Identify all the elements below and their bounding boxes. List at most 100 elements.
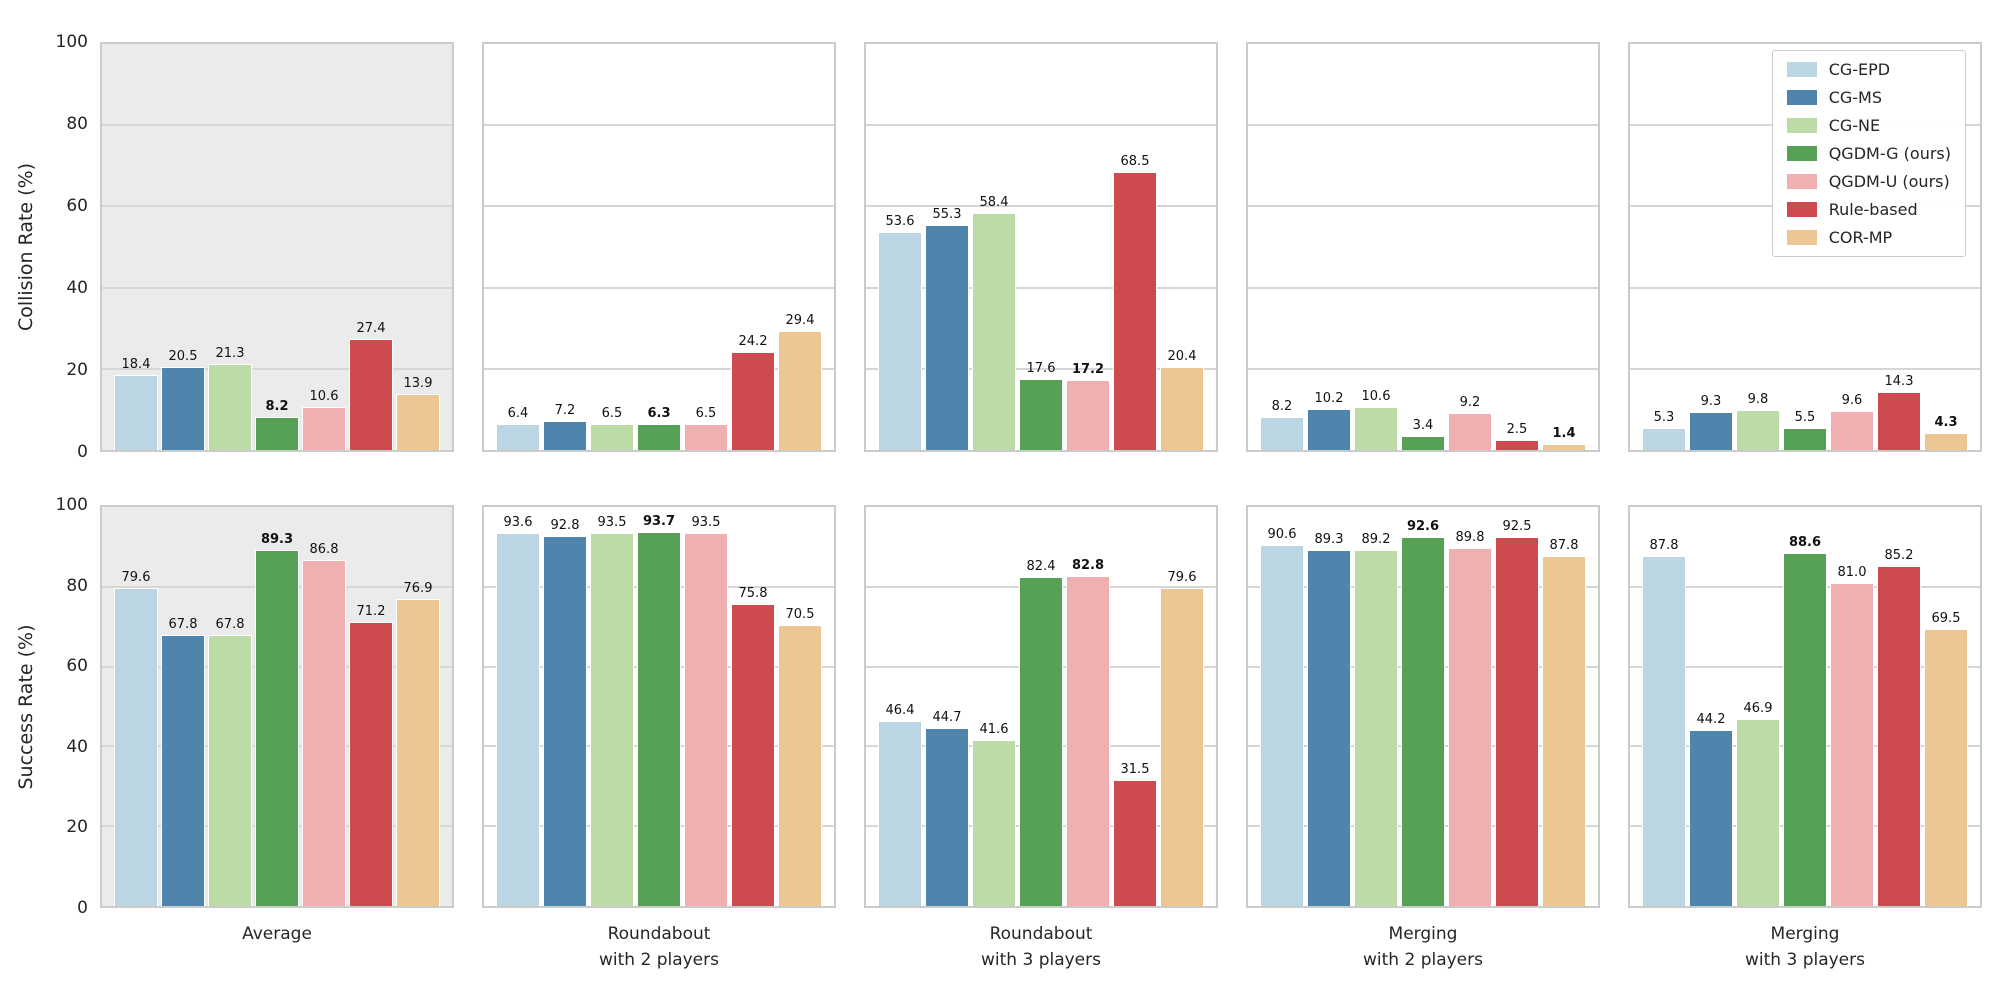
bar-qgdm-u-ours — [1448, 547, 1492, 906]
bar-slot-cg-ne: 89.2 — [1354, 507, 1398, 906]
panel-roundabout-with-2-players: 93.6 92.8 93.5 93.7 93.5 75.8 70.5 — [482, 505, 836, 908]
bar-cor-mp — [1924, 628, 1968, 906]
bar-rule-based — [1113, 780, 1157, 906]
bar-value-label: 1.4 — [1552, 426, 1576, 442]
bar-slot-qgdm-u-ours: 82.8 — [1066, 507, 1110, 906]
y-tick-label: 40 — [66, 736, 88, 757]
panel-average: 18.4 20.5 21.3 8.2 10.6 27.4 13.9 — [100, 42, 454, 452]
bar-slot-cg-ms: 92.8 — [543, 507, 587, 906]
bar-cg-ne — [1736, 410, 1780, 450]
bar-value-label: 10.6 — [1361, 388, 1391, 404]
bar-slot-cg-ms: 10.2 — [1307, 44, 1351, 450]
bar-qgdm-g-ours — [1019, 378, 1063, 450]
bar-value-label: 79.6 — [121, 570, 151, 586]
bar-value-label: 2.5 — [1506, 421, 1528, 437]
bar-cor-mp — [1542, 444, 1586, 450]
bar-value-label: 9.2 — [1459, 394, 1481, 410]
y-tick-label: 60 — [66, 656, 88, 677]
bar-cg-ms — [1689, 729, 1733, 906]
bar-qgdm-g-ours — [1401, 536, 1445, 906]
panel-merging-with-2-players: 8.2 10.2 10.6 3.4 9.2 2.5 1.4 — [1246, 42, 1600, 452]
bar-qgdm-u-ours — [302, 406, 346, 450]
bar-slot-cg-epd: 87.8 — [1642, 507, 1686, 906]
bar-slot-cor-mp: 1.4 — [1542, 44, 1586, 450]
bar-slot-rule-based: 31.5 — [1113, 507, 1157, 906]
bar-slot-cg-epd: 5.3 — [1642, 44, 1686, 450]
bar-slot-cor-mp: 13.9 — [396, 44, 440, 450]
bar-value-label: 44.7 — [932, 709, 962, 725]
bar-value-label: 9.3 — [1700, 394, 1722, 410]
panel-merging-with-3-players: 87.8 44.2 46.9 88.6 81.0 85.2 69.5 — [1628, 505, 1982, 908]
gridline — [484, 286, 834, 289]
bar-cg-ne — [590, 532, 634, 906]
bar-value-label: 93.6 — [503, 514, 533, 530]
bar-rule-based — [1495, 439, 1539, 450]
bar-qgdm-u-ours — [1066, 380, 1110, 450]
bar-value-label: 58.4 — [979, 194, 1009, 210]
bar-qgdm-g-ours — [1783, 552, 1827, 906]
bar-cor-mp — [778, 330, 822, 450]
bar-value-label: 46.4 — [885, 702, 915, 718]
bar-group: 53.6 55.3 58.4 17.6 17.2 68.5 20.4 — [878, 44, 1204, 450]
bar-slot-cg-ne: 41.6 — [972, 507, 1016, 906]
gridline — [102, 367, 452, 370]
bar-slot-cg-epd: 18.4 — [114, 44, 158, 450]
legend-label: CG-MS — [1828, 88, 1883, 107]
x-category-label-merging-with-3-players: Merging with 3 players — [1628, 922, 1982, 973]
bar-slot-cg-ms: 20.5 — [161, 44, 205, 450]
legend-item-rule-based: Rule-based — [1786, 200, 1951, 219]
bar-value-label: 41.6 — [979, 722, 1009, 738]
bar-group: 8.2 10.2 10.6 3.4 9.2 2.5 1.4 — [1260, 44, 1586, 450]
gridline — [866, 124, 1216, 127]
bar-qgdm-u-ours — [1830, 411, 1874, 450]
bar-slot-cg-epd: 79.6 — [114, 507, 158, 906]
bar-value-label: 81.0 — [1837, 564, 1867, 580]
x-category-label-average: Average — [100, 922, 454, 948]
bar-slot-cg-ms: 44.7 — [925, 507, 969, 906]
legend-label: CG-EPD — [1828, 60, 1891, 79]
bar-value-label: 86.8 — [309, 541, 339, 557]
bar-value-label: 13.9 — [403, 375, 433, 391]
bar-value-label: 68.5 — [1120, 153, 1150, 169]
bar-slot-qgdm-u-ours: 10.6 — [302, 44, 346, 450]
bar-cg-ms — [543, 420, 587, 450]
panel-roundabout-with-2-players: 6.4 7.2 6.5 6.3 6.5 24.2 29.4 — [482, 42, 836, 452]
x-category-label-line: Merging — [1388, 924, 1458, 944]
bar-value-label: 87.8 — [1649, 537, 1679, 553]
bar-slot-cg-epd: 53.6 — [878, 44, 922, 450]
bar-value-label: 10.6 — [309, 388, 339, 404]
x-category-label-line: Roundabout — [989, 924, 1093, 944]
y-tick-label: 100 — [55, 32, 88, 52]
bar-slot-cg-ms: 67.8 — [161, 507, 205, 906]
bar-slot-cg-epd: 93.6 — [496, 507, 540, 906]
y-tick-label: 100 — [55, 495, 88, 515]
bar-value-label: 20.5 — [168, 348, 198, 364]
bar-value-label: 17.2 — [1071, 362, 1105, 378]
bar-cg-epd — [1642, 555, 1686, 906]
legend-item-qgdm-g-ours: QGDM-G (ours) — [1786, 144, 1951, 163]
bar-value-label: 4.3 — [1934, 414, 1958, 430]
bar-value-label: 24.2 — [738, 333, 768, 349]
bar-rule-based — [1877, 391, 1921, 450]
gridline — [866, 286, 1216, 289]
bar-value-label: 8.2 — [1271, 398, 1293, 414]
bar-value-label: 17.6 — [1026, 360, 1056, 376]
bar-slot-cg-epd: 46.4 — [878, 507, 922, 906]
legend-label: Rule-based — [1828, 200, 1918, 219]
bar-slot-qgdm-u-ours: 9.2 — [1448, 44, 1492, 450]
bar-cg-epd — [496, 424, 540, 450]
panel-roundabout-with-3-players: 53.6 55.3 58.4 17.6 17.2 68.5 20.4 — [864, 42, 1218, 452]
bar-slot-cg-ms: 9.3 — [1689, 44, 1733, 450]
bar-slot-cg-ne: 93.5 — [590, 507, 634, 906]
bar-cg-ms — [1307, 408, 1351, 450]
y-tick-label: 80 — [66, 575, 88, 596]
bar-slot-cg-ne: 58.4 — [972, 44, 1016, 450]
bar-group: 93.6 92.8 93.5 93.7 93.5 75.8 70.5 — [496, 507, 822, 906]
bar-slot-qgdm-g-ours: 92.6 — [1401, 507, 1445, 906]
bar-value-label: 9.8 — [1747, 392, 1769, 408]
bar-slot-qgdm-g-ours: 17.6 — [1019, 44, 1063, 450]
bar-value-label: 69.5 — [1931, 610, 1961, 626]
bar-value-label: 93.7 — [642, 514, 676, 530]
bar-value-label: 6.5 — [695, 405, 717, 421]
legend-swatch-qgdm-u-ours — [1786, 174, 1817, 189]
